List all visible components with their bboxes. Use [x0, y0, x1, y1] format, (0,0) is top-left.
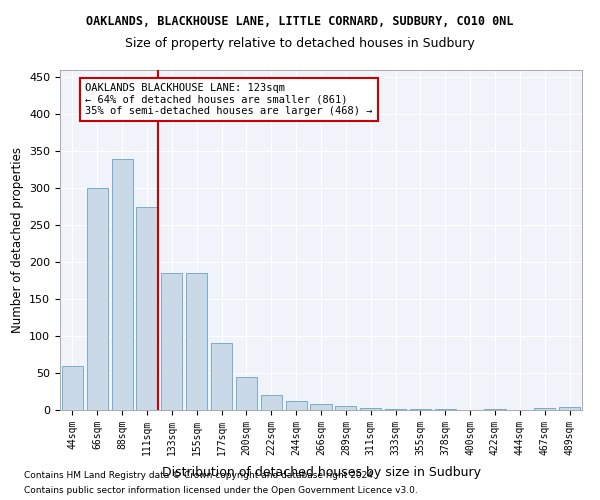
Bar — [310, 404, 332, 410]
Bar — [186, 274, 207, 410]
Text: Size of property relative to detached houses in Sudbury: Size of property relative to detached ho… — [125, 38, 475, 51]
Bar — [87, 188, 108, 410]
Bar — [335, 406, 356, 410]
Bar — [236, 376, 257, 410]
Bar — [435, 408, 456, 410]
Bar — [161, 274, 182, 410]
Bar — [112, 158, 133, 410]
Bar — [62, 366, 83, 410]
Bar — [360, 408, 381, 410]
Text: OAKLANDS BLACKHOUSE LANE: 123sqm
← 64% of detached houses are smaller (861)
35% : OAKLANDS BLACKHOUSE LANE: 123sqm ← 64% o… — [85, 83, 373, 116]
Text: OAKLANDS, BLACKHOUSE LANE, LITTLE CORNARD, SUDBURY, CO10 0NL: OAKLANDS, BLACKHOUSE LANE, LITTLE CORNAR… — [86, 15, 514, 28]
Bar — [136, 206, 158, 410]
Text: Contains public sector information licensed under the Open Government Licence v3: Contains public sector information licen… — [24, 486, 418, 495]
Bar — [559, 407, 580, 410]
Bar — [534, 408, 555, 410]
Bar — [385, 408, 406, 410]
Bar — [286, 401, 307, 410]
Bar — [410, 408, 431, 410]
Bar — [211, 344, 232, 410]
Text: Contains HM Land Registry data © Crown copyright and database right 2024.: Contains HM Land Registry data © Crown c… — [24, 471, 376, 480]
Y-axis label: Number of detached properties: Number of detached properties — [11, 147, 23, 333]
Bar — [261, 395, 282, 410]
X-axis label: Distribution of detached houses by size in Sudbury: Distribution of detached houses by size … — [161, 466, 481, 479]
